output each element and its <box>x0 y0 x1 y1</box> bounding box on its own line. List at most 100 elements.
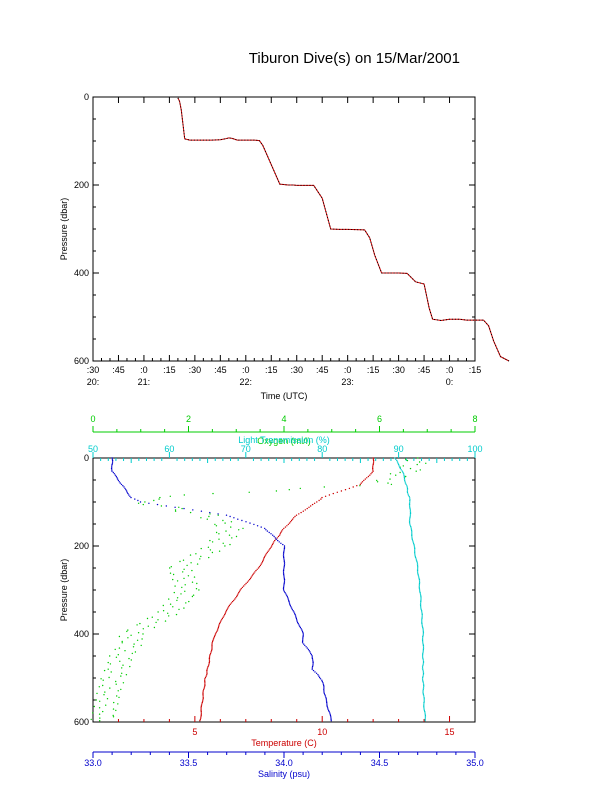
profile-point <box>295 617 298 620</box>
profile-point <box>396 461 399 463</box>
profile-point <box>256 525 259 527</box>
profile-point <box>235 535 238 538</box>
profile-point <box>410 529 413 532</box>
profile-point <box>407 494 410 496</box>
profile-point <box>169 572 172 574</box>
profile-point <box>369 474 371 476</box>
profile-point <box>372 462 375 464</box>
profile-point <box>199 718 201 721</box>
profile-point <box>316 501 318 503</box>
profile-point <box>312 659 314 661</box>
profile-point <box>422 634 424 636</box>
profile-point <box>283 560 285 563</box>
profile-point <box>360 482 362 484</box>
profile-point <box>293 517 295 519</box>
profile-point <box>113 701 115 704</box>
temperature-axis-title: Temperature (C) <box>251 738 317 748</box>
top-x-tick-minute: :15 <box>265 365 278 375</box>
profile-point <box>237 593 239 595</box>
profile-point <box>124 650 126 652</box>
profile-point <box>409 506 411 508</box>
profile-point <box>422 670 424 672</box>
profile-point <box>419 603 422 605</box>
profile-point <box>210 650 213 652</box>
profile-point <box>216 629 219 631</box>
profile-point <box>410 525 412 528</box>
profile-point <box>276 537 278 539</box>
profile-point <box>326 703 328 705</box>
profile-point <box>294 615 297 617</box>
profile-point <box>202 690 204 692</box>
profile-point <box>340 490 343 492</box>
profile-point <box>327 708 329 710</box>
profile-point <box>404 479 406 482</box>
profile-point <box>175 613 178 616</box>
profile-point <box>125 674 128 676</box>
profile-point <box>216 630 218 633</box>
pressure-trace-dots <box>177 97 510 362</box>
profile-point <box>376 481 379 483</box>
profile-point <box>290 606 292 608</box>
profile-point <box>423 708 425 710</box>
profile-point <box>176 580 179 582</box>
profile-point <box>411 537 413 539</box>
profile-2 <box>199 457 375 722</box>
profile-point <box>128 494 130 496</box>
profile-point <box>299 626 302 629</box>
profile-point <box>421 655 424 657</box>
profile-point <box>421 666 424 668</box>
profile-point <box>118 481 121 483</box>
profile-point <box>283 527 285 530</box>
profile-point <box>237 518 239 520</box>
top-plot-frame <box>92 96 476 362</box>
profile-point <box>118 647 121 649</box>
profile-point <box>408 519 411 521</box>
profile-point <box>395 458 397 460</box>
profile-point <box>423 686 425 688</box>
profile-point <box>122 485 124 487</box>
profile-point <box>304 509 306 511</box>
profile-point <box>199 558 201 560</box>
profile-point <box>421 617 423 620</box>
profile-point <box>122 682 125 684</box>
profile-point <box>408 503 411 506</box>
profile-point <box>111 469 113 471</box>
profile-point <box>248 491 250 493</box>
profile-point <box>265 529 267 531</box>
top-x-axis-title: Time (UTC) <box>261 391 308 401</box>
profile-point <box>229 515 231 518</box>
profile-point <box>219 621 221 624</box>
profile-point <box>421 625 424 627</box>
profile-point <box>282 589 285 591</box>
profile-point <box>298 625 301 627</box>
profile-point <box>301 630 304 633</box>
profile-point <box>422 683 425 685</box>
profile-point <box>422 646 425 648</box>
profile-point <box>300 628 302 630</box>
profile-point <box>323 684 325 687</box>
profile-point <box>142 503 144 506</box>
profile-point <box>245 582 247 585</box>
profile-point <box>193 576 196 578</box>
profile-point <box>313 502 316 504</box>
profile-point <box>318 499 320 502</box>
profile-point <box>127 637 129 639</box>
profile-point <box>183 577 185 580</box>
profile-point <box>348 487 351 490</box>
profile-point <box>310 505 312 507</box>
profile-point <box>178 506 180 508</box>
profile-point <box>207 664 210 666</box>
profile-point <box>186 564 188 567</box>
profile-point <box>312 660 314 662</box>
profile-point <box>422 690 424 692</box>
profile-point <box>204 679 206 681</box>
profile-point <box>114 474 117 476</box>
profile-point <box>198 589 200 591</box>
profile-point <box>422 644 425 647</box>
profile-point <box>256 568 258 570</box>
profile-point <box>214 633 217 635</box>
profile-point <box>134 498 136 500</box>
profile-point <box>419 604 422 607</box>
profile-point <box>312 663 314 665</box>
profile-point <box>423 709 426 712</box>
